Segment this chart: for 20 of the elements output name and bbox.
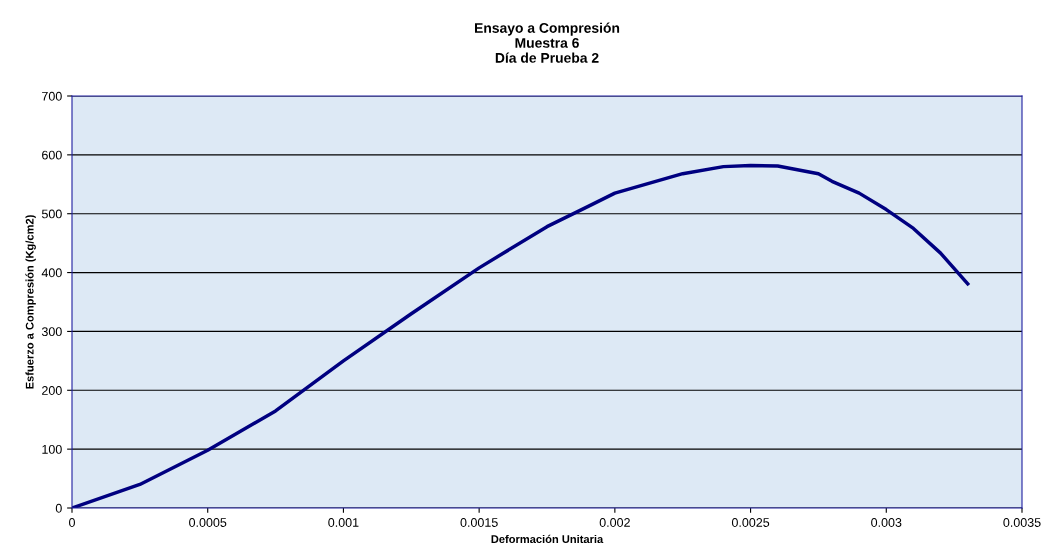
y-tick-label: 700 — [42, 91, 62, 101]
y-axis-title: Esfuerzo a Compresión (Kg/cm2) — [25, 215, 36, 389]
x-tick-label: 0.002 — [599, 518, 630, 527]
x-tick-label: 0.0015 — [460, 518, 498, 527]
y-tick-label: 100 — [42, 444, 62, 454]
x-tick-label: 0.0025 — [731, 518, 770, 527]
x-tick-label: 0.0035 — [1003, 518, 1041, 527]
x-tick-label: 0.001 — [328, 518, 359, 527]
y-tick-label: 400 — [41, 268, 62, 278]
line-series — [72, 163, 970, 508]
x-tick-label: 0.003 — [871, 518, 902, 527]
x-tick-label: 0 — [69, 518, 75, 527]
x-axis-title: Deformación Unitaria — [491, 534, 604, 544]
x-tick-label: 0.0005 — [189, 518, 227, 527]
y-tick-label: 600 — [42, 150, 62, 160]
y-tick-label: 500 — [41, 209, 62, 219]
chart-title: Ensayo a Compresión Muestra 6 Día de Prueba 2 — [475, 22, 620, 63]
y-tick-label: 0 — [55, 503, 62, 513]
y-tick-label: 300 — [41, 327, 62, 337]
y-tick-label: 200 — [42, 386, 62, 395]
